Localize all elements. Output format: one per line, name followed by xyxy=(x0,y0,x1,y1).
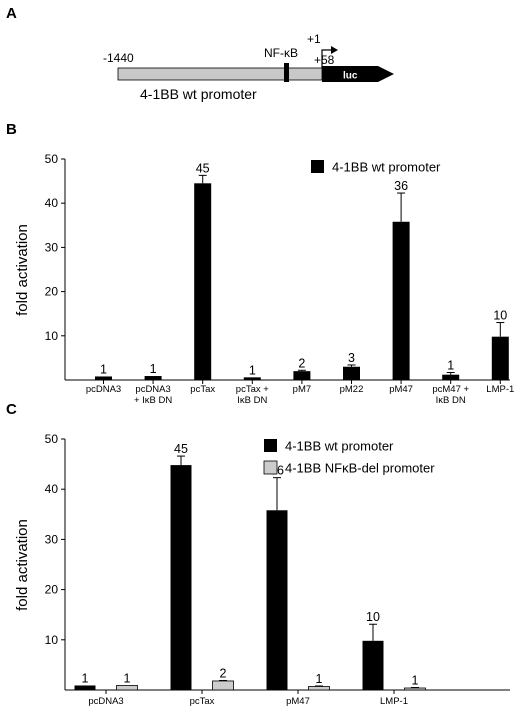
x-tick-label: pM22 xyxy=(340,384,364,395)
x-tick-label: pcDNA3 + IκB DN xyxy=(134,384,172,406)
panel-b-letter: B xyxy=(6,121,17,138)
bar xyxy=(212,680,234,691)
y-tick-label: 30 xyxy=(45,532,59,546)
x-tick-label: pM7 xyxy=(293,384,311,395)
x-tick-label: pM47 xyxy=(286,696,310,707)
x-tick-label: LMP-1 xyxy=(380,696,408,707)
data-label: 1 xyxy=(82,671,89,685)
data-label: 1 xyxy=(249,363,256,377)
bar xyxy=(362,640,384,690)
data-label: 10 xyxy=(366,610,380,624)
legend-swatch xyxy=(264,439,277,452)
y-tick-label: 40 xyxy=(45,196,59,210)
bar xyxy=(343,366,360,380)
promoter-label: 4-1BB wt promoter xyxy=(140,86,257,102)
luc-reporter-arrow xyxy=(322,66,394,82)
x-tick-label: pcTax + IκB DN xyxy=(236,384,269,406)
panel-b: B 10 20 30 40 50 fold activation pcDNA3 1 pcDNA3… xyxy=(6,121,514,406)
tss-arrow xyxy=(321,49,332,68)
legend-swatch xyxy=(311,160,324,173)
luc-label: luc xyxy=(343,71,358,82)
y-tick-label: 30 xyxy=(45,240,59,254)
y-tick-label: 40 xyxy=(45,482,59,496)
tss-arrow-head xyxy=(331,46,338,54)
bar xyxy=(170,465,192,690)
bar xyxy=(308,686,330,691)
position-start-label: -1440 xyxy=(103,51,134,65)
data-label: 1 xyxy=(100,362,107,376)
bar xyxy=(74,685,96,690)
data-label: 36 xyxy=(394,179,408,193)
y-axis-label: fold activation xyxy=(14,224,31,316)
panel-c-letter: C xyxy=(6,401,17,418)
x-tick-label: pcTax xyxy=(190,696,215,707)
data-label: 3 xyxy=(348,351,355,365)
x-tick-label: pcM47 + IκB DN xyxy=(432,384,469,406)
bar xyxy=(442,374,460,380)
x-tick-label: pcDNA3 xyxy=(88,696,123,707)
bar xyxy=(95,376,112,380)
x-tick-label: LMP-1 xyxy=(486,384,514,395)
panel-a-letter: A xyxy=(6,5,17,22)
y-tick-label: 10 xyxy=(45,633,59,647)
data-label: 2 xyxy=(220,666,227,680)
y-axis-label: fold activation xyxy=(14,519,31,611)
data-label: 45 xyxy=(174,442,188,456)
data-label: 1 xyxy=(124,671,131,685)
y-tick-label: 50 xyxy=(45,152,59,166)
position-end-label: +58 xyxy=(314,53,335,67)
legend-label: 4-1BB wt promoter xyxy=(285,439,394,454)
bar xyxy=(243,377,261,380)
data-label: 1 xyxy=(150,362,157,376)
bar xyxy=(491,336,509,380)
position-tss-label: +1 xyxy=(307,32,321,46)
bar xyxy=(144,376,162,380)
y-tick-label: 50 xyxy=(45,432,59,446)
data-label: 2 xyxy=(298,356,305,370)
legend-label: 4-1BB wt promoter xyxy=(332,160,441,175)
bar xyxy=(293,371,311,380)
panel-a: A luc -1440 NF-κB +1 +58 4-1BB wt promot… xyxy=(6,5,394,102)
bar xyxy=(392,221,410,380)
y-tick-label: 10 xyxy=(45,329,59,343)
legend-label: 4-1BB NFκB-del promoter xyxy=(285,461,435,476)
x-tick-label: pcTax xyxy=(190,384,215,395)
promoter-bar xyxy=(117,67,323,81)
data-label: 1 xyxy=(316,672,323,686)
bar xyxy=(116,685,138,691)
x-tick-label: pcDNA3 xyxy=(86,384,121,395)
legend-swatch xyxy=(263,460,278,475)
y-tick-label: 20 xyxy=(45,583,59,597)
bar xyxy=(266,510,288,690)
nfkb-site-mark xyxy=(284,63,289,82)
y-tick-label: 20 xyxy=(45,285,59,299)
nfkb-label: NF-κB xyxy=(264,46,298,60)
data-label: 1 xyxy=(412,673,419,687)
bar xyxy=(194,183,212,380)
data-label: 10 xyxy=(493,309,507,323)
bar xyxy=(404,687,426,691)
x-tick-label: pM47 xyxy=(389,384,413,395)
data-label: 45 xyxy=(196,161,210,175)
data-label: 1 xyxy=(447,358,454,372)
